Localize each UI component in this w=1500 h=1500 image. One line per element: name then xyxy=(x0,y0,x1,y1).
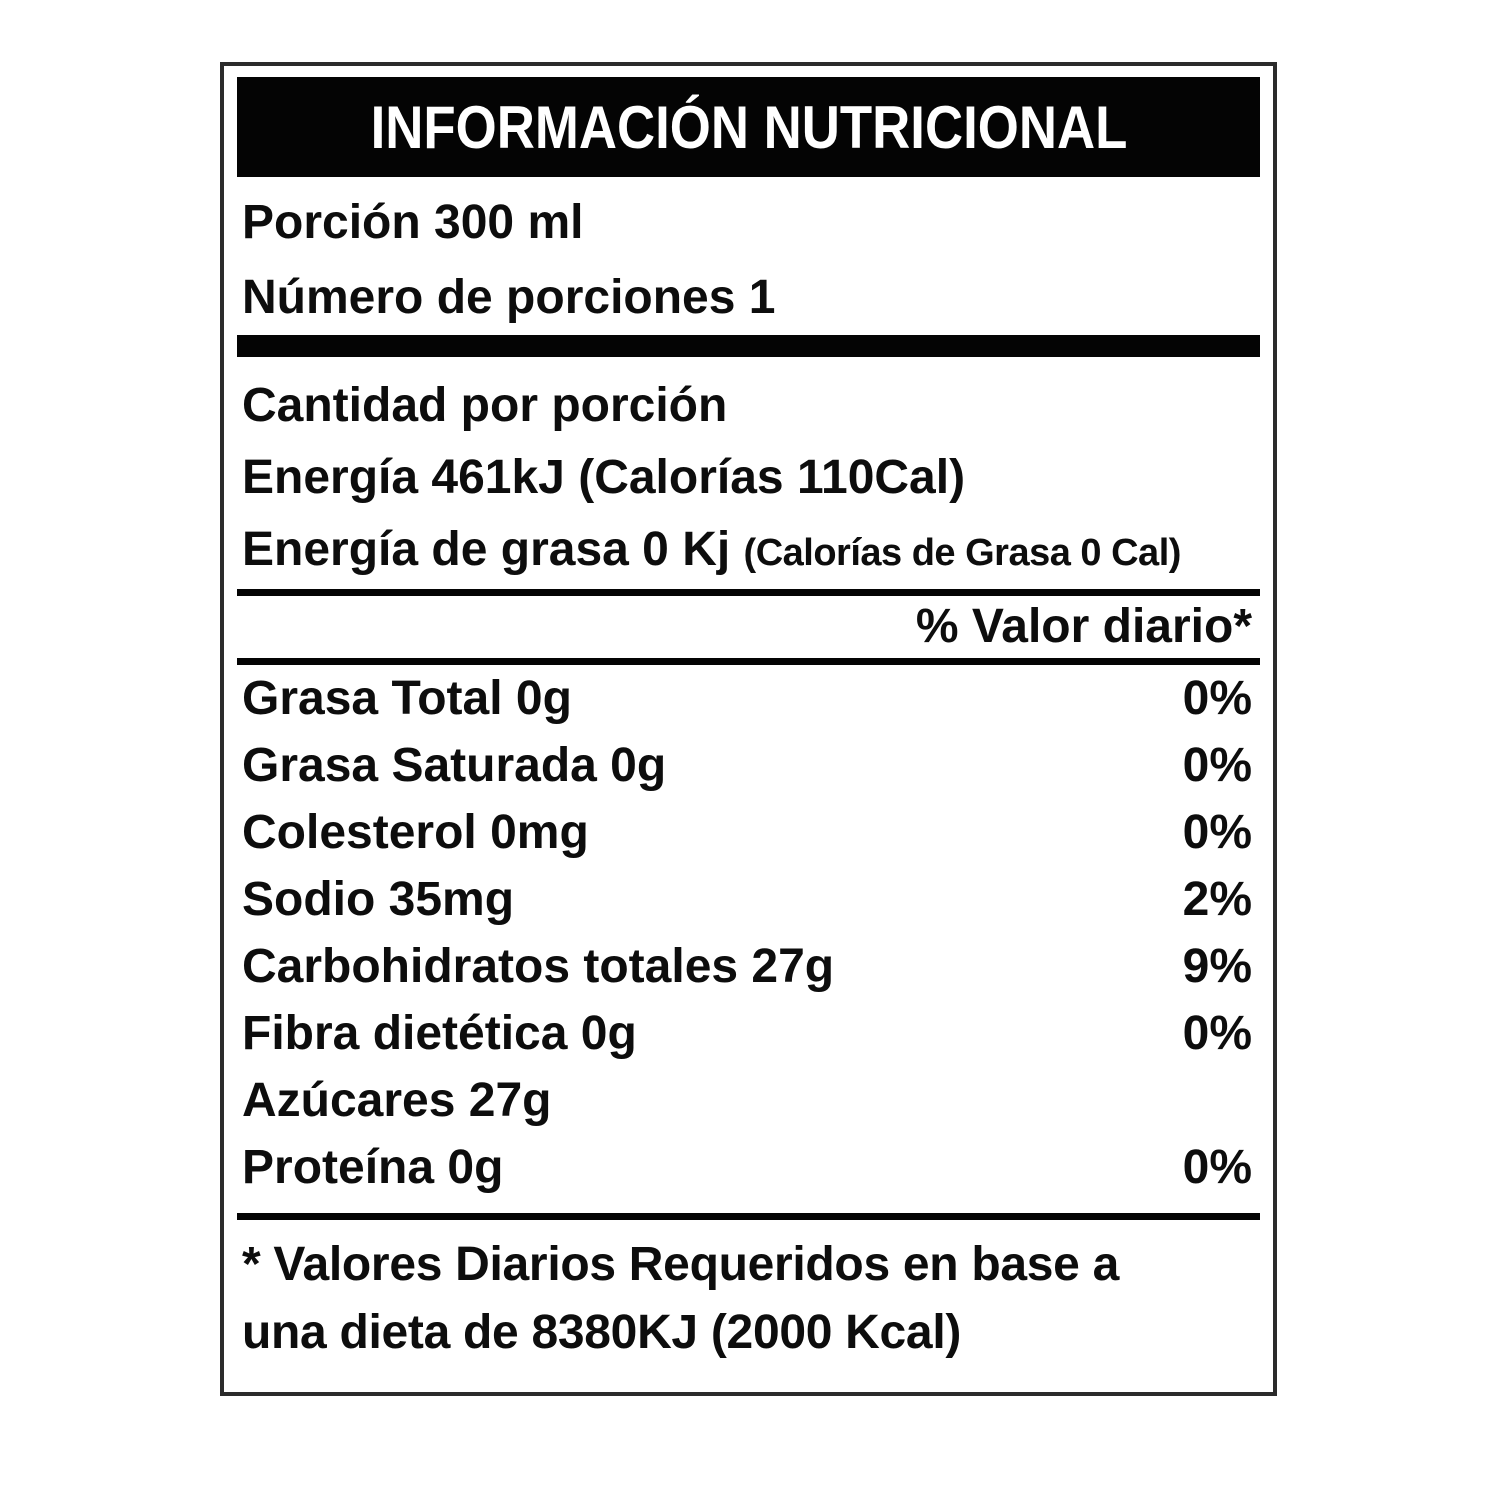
footnote-line2: una dieta de 8380KJ (2000 Kcal) xyxy=(242,1306,962,1359)
energy-line: Energía 461kJ (Calorías 110Cal) xyxy=(242,451,966,504)
nutrient-dv: 0% xyxy=(1182,1141,1252,1194)
nutrient-name: Sodio 35mg xyxy=(242,873,515,926)
energy-fat-line: Energía de grasa 0 Kj (Calorías de Grasa… xyxy=(242,514,1273,589)
amount-per-serving-header: Cantidad por porción xyxy=(242,379,728,432)
label-title: INFORMACIÓN NUTRICIONAL xyxy=(370,93,1127,161)
nutrition-label: INFORMACIÓN NUTRICIONAL Porción 300 ml N… xyxy=(220,62,1277,1396)
serving-section: Porción 300 ml Número de porciones 1 xyxy=(224,185,1273,335)
nutrient-table: Grasa Total 0g 0% Grasa Saturada 0g 0% C… xyxy=(224,665,1273,1201)
daily-value-header: % Valor diario* xyxy=(915,600,1252,653)
nutrient-row: Azúcares 27g xyxy=(224,1067,1273,1134)
nutrient-name: Grasa Saturada 0g xyxy=(242,739,667,792)
nutrient-dv: 0% xyxy=(1182,1007,1252,1060)
section-divider-bar xyxy=(237,335,1260,357)
divider-line xyxy=(237,658,1260,665)
nutrient-dv: 0% xyxy=(1182,806,1252,859)
nutrient-row: Grasa Saturada 0g 0% xyxy=(224,732,1273,799)
footnote-line1: * Valores Diarios Requeridos en base a xyxy=(242,1238,1119,1291)
nutrient-name: Fibra dietética 0g xyxy=(242,1007,637,1060)
divider-line xyxy=(237,589,1260,596)
nutrient-row: Carbohidratos totales 27g 9% xyxy=(224,933,1273,1000)
nutrient-dv: 0% xyxy=(1182,672,1252,725)
nutrient-dv: 0% xyxy=(1182,739,1252,792)
footnote: * Valores Diarios Requeridos en base a u… xyxy=(224,1231,1273,1367)
nutrient-row: Colesterol 0mg 0% xyxy=(224,799,1273,866)
energy-fat-sub: (Calorías de Grasa 0 Cal) xyxy=(743,532,1182,574)
nutrient-row: Proteína 0g 0% xyxy=(224,1134,1273,1201)
nutrient-name: Grasa Total 0g xyxy=(242,672,572,725)
nutrient-name: Colesterol 0mg xyxy=(242,806,589,859)
divider-line xyxy=(237,1213,1260,1220)
nutrient-dv: 9% xyxy=(1182,940,1252,993)
nutrient-row: Fibra dietética 0g 0% xyxy=(224,1000,1273,1067)
nutrient-name: Azúcares 27g xyxy=(242,1074,552,1127)
nutrient-row: Grasa Total 0g 0% xyxy=(224,665,1273,732)
nutrient-row: Sodio 35mg 2% xyxy=(224,866,1273,933)
nutrient-name: Proteína 0g xyxy=(242,1141,504,1194)
amount-section: Cantidad por porción Energía 461kJ (Calo… xyxy=(224,370,1273,589)
energy-fat-main: Energía de grasa 0 Kj xyxy=(242,523,731,576)
nutrient-dv: 2% xyxy=(1182,873,1252,926)
nutrient-name: Carbohidratos totales 27g xyxy=(242,940,835,993)
servings-per-container: Número de porciones 1 xyxy=(242,271,776,324)
title-banner: INFORMACIÓN NUTRICIONAL xyxy=(237,77,1260,177)
portion-size: Porción 300 ml xyxy=(242,196,584,249)
